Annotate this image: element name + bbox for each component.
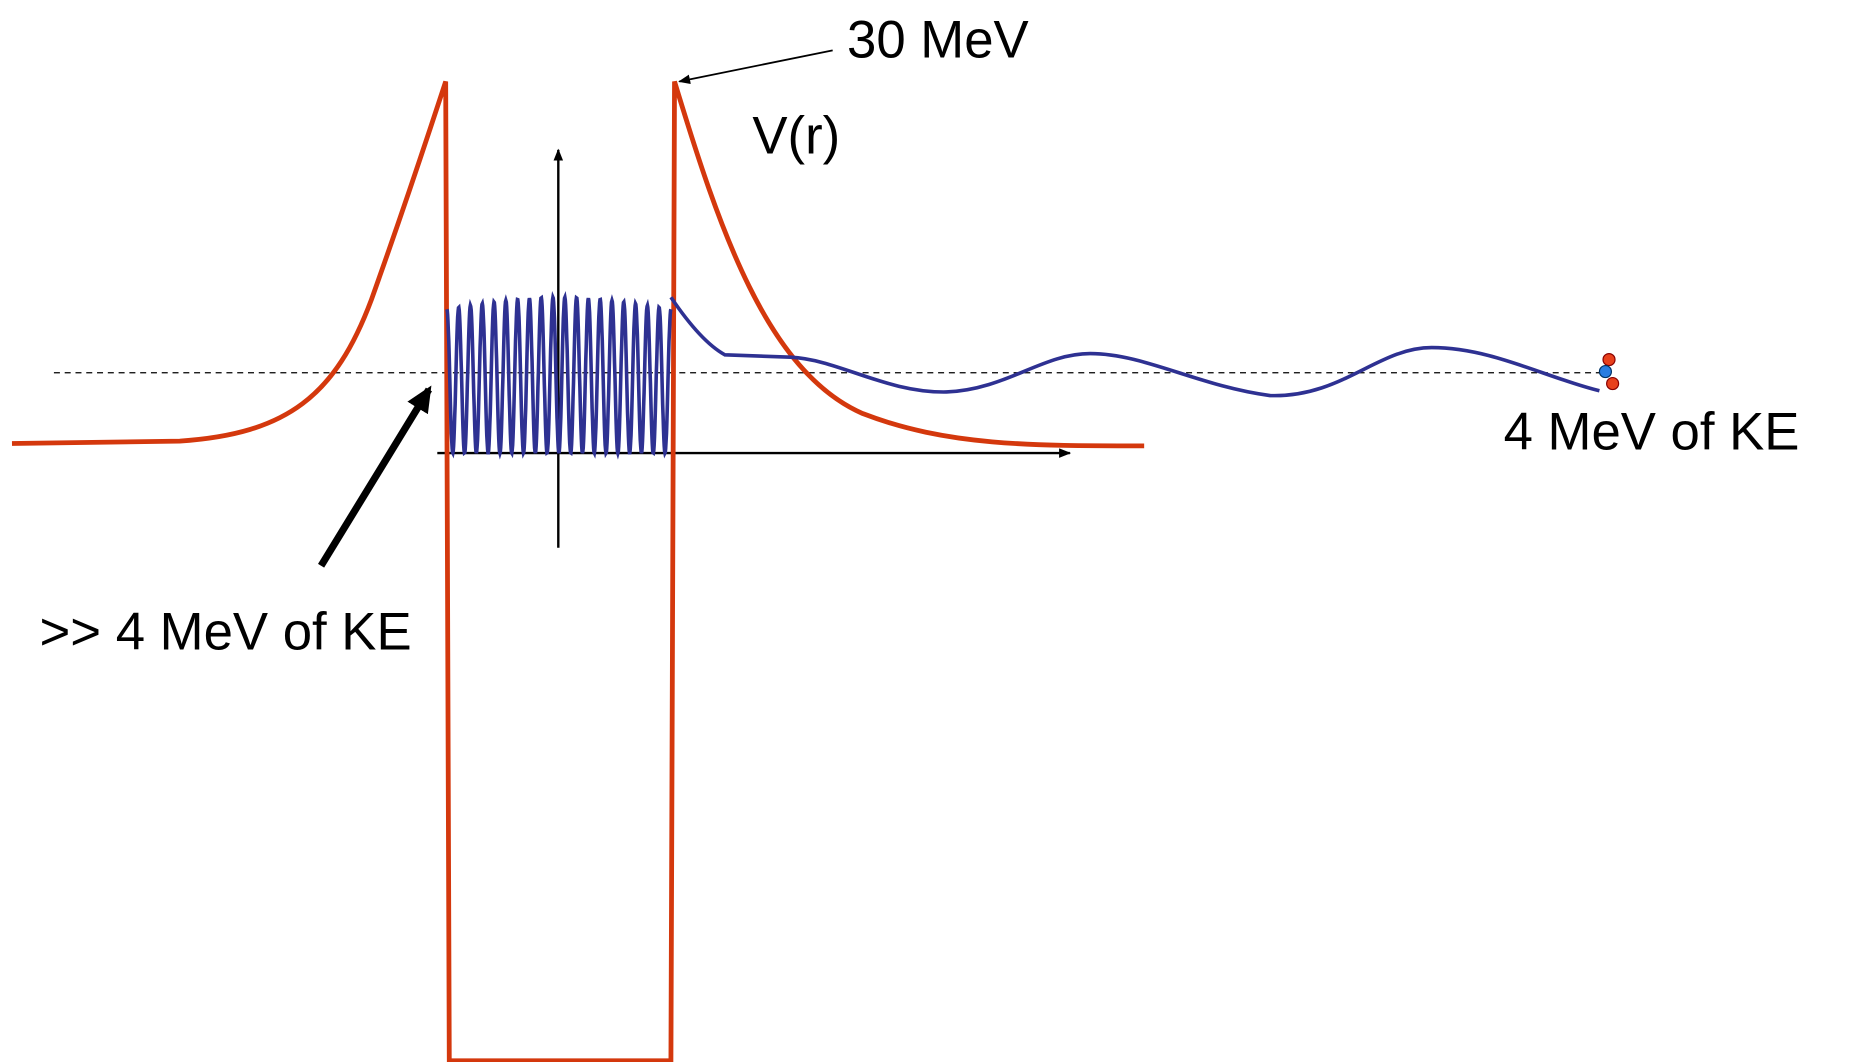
proton bbox=[1606, 376, 1620, 391]
neutron bbox=[1598, 364, 1613, 379]
potential-curve bbox=[11, 80, 1145, 1062]
potential-label: V(r) bbox=[752, 106, 840, 165]
energy-label: 4 MeV of KE bbox=[1504, 402, 1800, 461]
pointer-arrow bbox=[678, 49, 833, 85]
pointer-arrow bbox=[318, 385, 432, 568]
wavefunction-inside bbox=[445, 291, 673, 460]
proton bbox=[1602, 353, 1616, 367]
energy-label: >> 4 MeV of KE bbox=[40, 603, 412, 662]
barrier-label: 30 MeV bbox=[847, 11, 1029, 70]
wavefunction-outside bbox=[669, 296, 1600, 398]
